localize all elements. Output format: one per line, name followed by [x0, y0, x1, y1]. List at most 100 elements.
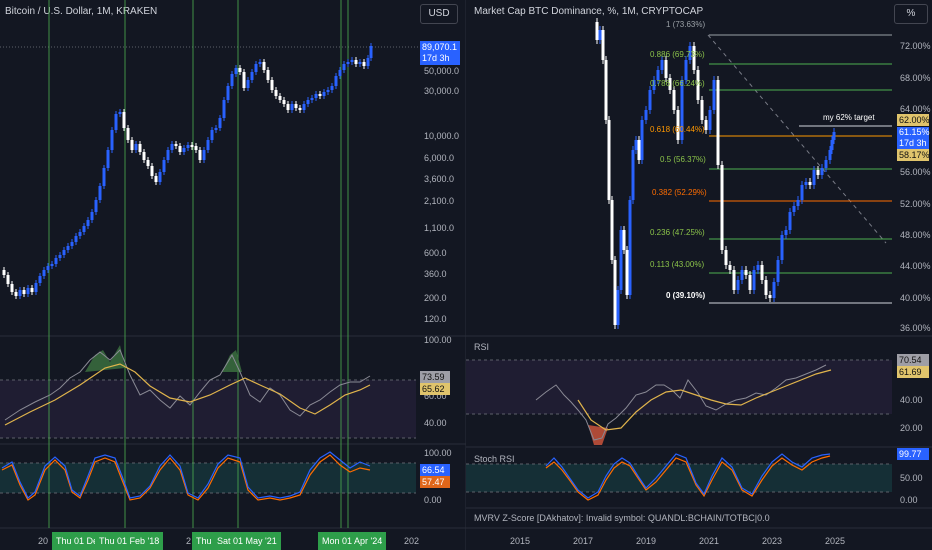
- candle-body: [130, 140, 134, 150]
- candle-body: [676, 110, 680, 140]
- candle-body: [792, 206, 796, 212]
- candle-body: [170, 144, 174, 150]
- candle-body: [354, 60, 358, 64]
- candle-body: [720, 165, 724, 250]
- price-axis-label: 36.00%: [900, 323, 931, 333]
- candle-body: [218, 118, 222, 128]
- date-tag: Sat 01 May '21: [213, 532, 281, 550]
- candle-body: [744, 270, 748, 275]
- candle-body: [369, 46, 373, 58]
- candle-body: [238, 68, 242, 72]
- right-fib-tag: 58.17%: [897, 149, 930, 161]
- candle-body: [613, 260, 617, 325]
- left-chart-title: Bitcoin / U.S. Dollar, 1M, KRAKEN: [5, 6, 158, 17]
- candle-body: [812, 170, 816, 185]
- candle-body: [42, 270, 46, 276]
- candle-body: [656, 70, 660, 80]
- price-axis-label: 2,100.0: [424, 196, 454, 206]
- fib-level-0: 0 (39.10%): [666, 291, 706, 300]
- candle-body: [234, 68, 238, 74]
- price-axis-label: 48.00%: [900, 230, 931, 240]
- candle-body: [716, 80, 720, 165]
- candle-body: [10, 284, 14, 292]
- price-axis-label: 10,000.0: [424, 131, 459, 141]
- rsi-title: RSI: [474, 342, 490, 352]
- candle-body: [166, 150, 170, 160]
- candle-body: [346, 62, 350, 64]
- price-axis-label: 200.0: [424, 293, 447, 303]
- candle-body: [138, 144, 142, 152]
- candle-body: [772, 282, 776, 298]
- candle-body: [14, 292, 18, 296]
- scale-button[interactable]: %: [894, 4, 928, 24]
- right-stoch-value: 99.77: [897, 448, 929, 460]
- target-annotation: my 62% target: [823, 113, 875, 122]
- candle-body: [358, 62, 362, 64]
- candle-body: [362, 62, 366, 66]
- right-rsi-value: 70.54: [897, 354, 929, 366]
- fib-level-05: 0.5 (56.37%): [660, 155, 706, 164]
- price-axis-label: 52.00%: [900, 199, 931, 209]
- left-rsi-lines: [4, 345, 371, 426]
- candle-body: [142, 152, 146, 160]
- candle-body: [640, 120, 644, 160]
- candle-body: [62, 250, 66, 255]
- candle-body: [820, 168, 824, 175]
- candle-body: [740, 270, 744, 280]
- candle-body: [258, 62, 262, 64]
- candle-body: [86, 220, 90, 226]
- date-tag: Thu 01 Feb '18: [95, 532, 164, 550]
- candle-body: [34, 283, 38, 292]
- right-main-chart[interactable]: 72.00% 68.00% 64.00% 56.00% 52.00% 48.00% 44.0…: [466, 0, 932, 550]
- fib-level-0886: 0.886 (69.73%): [650, 50, 705, 59]
- candle-body: [134, 144, 138, 150]
- candle-body: [788, 212, 792, 230]
- price-axis-label: 64.00%: [900, 104, 931, 114]
- price-axis-label: 40.00%: [900, 293, 931, 303]
- candle-body: [634, 140, 638, 150]
- candle-body: [808, 182, 812, 185]
- candle-body: [58, 255, 62, 258]
- candle-body: [50, 264, 54, 266]
- candle-body: [110, 130, 114, 150]
- candle-body: [214, 128, 218, 130]
- candle-body: [350, 60, 354, 62]
- candle-body: [250, 72, 254, 80]
- candle-body: [158, 172, 162, 182]
- candle-body: [637, 140, 641, 160]
- rsi-axis-label: 40.00: [424, 418, 447, 428]
- candle-body: [254, 64, 258, 72]
- candle-body: [162, 160, 166, 172]
- candle-body: [625, 250, 629, 295]
- fib-levels: [709, 34, 892, 304]
- candle-body: [178, 146, 182, 152]
- candle-body: [756, 265, 760, 270]
- candle-body: [106, 150, 110, 168]
- fib-level-0786: 0.786 (66.24%): [650, 79, 705, 88]
- candle-body: [696, 70, 700, 100]
- right-rsi-lines: [535, 364, 832, 445]
- left-year-label: 2: [186, 536, 192, 546]
- fib-level-0113: 0.113 (43.00%): [650, 260, 705, 269]
- candle-body: [318, 94, 322, 96]
- candle-body: [246, 80, 250, 88]
- candle-body: [54, 258, 58, 264]
- price-axis-label: 68.00%: [900, 73, 931, 83]
- price-axis-label: 6,000.0: [424, 153, 454, 163]
- price-axis-label: 1,100.0: [424, 223, 454, 233]
- cycle-vertical-lines: [48, 0, 349, 528]
- price-axis-label: 600.0: [424, 248, 447, 258]
- currency-button[interactable]: USD: [420, 4, 458, 24]
- date-tag: Thu 01 De: [52, 532, 103, 550]
- candle-body: [828, 150, 832, 160]
- candle-body: [314, 94, 318, 98]
- candle-body: [692, 46, 696, 70]
- candle-body: [628, 200, 632, 295]
- candle-body: [306, 100, 310, 104]
- candle-body: [274, 90, 278, 96]
- candle-body: [342, 64, 346, 70]
- candle-body: [310, 98, 314, 100]
- right-target-tag: 62.00%: [897, 114, 930, 126]
- left-main-chart[interactable]: 50,000.0 30,000.0 10,000.0 6,000.0 3,600.0 2,…: [0, 0, 466, 550]
- date-tag: Mon 01 Apr '24: [318, 532, 387, 550]
